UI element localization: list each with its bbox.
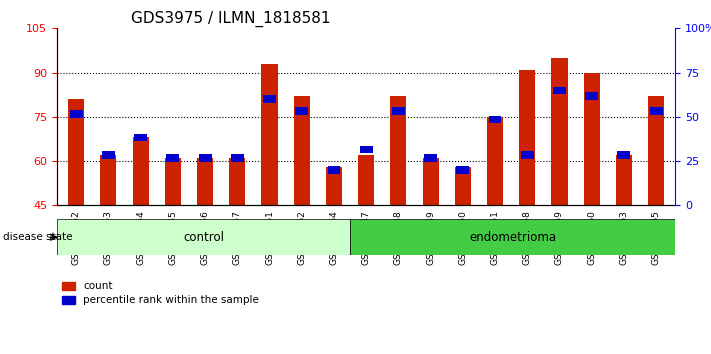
- Bar: [263, 96, 276, 103]
- Text: endometrioma: endometrioma: [469, 231, 556, 244]
- Bar: [231, 154, 244, 162]
- Bar: [455, 167, 471, 205]
- Bar: [422, 158, 439, 205]
- Bar: [262, 64, 277, 205]
- Bar: [424, 154, 437, 162]
- Bar: [553, 87, 566, 94]
- Bar: [487, 117, 503, 205]
- Bar: [294, 96, 310, 205]
- Bar: [552, 58, 567, 205]
- Bar: [519, 70, 535, 205]
- Bar: [390, 96, 407, 205]
- Bar: [648, 96, 664, 205]
- Bar: [134, 134, 147, 141]
- Bar: [295, 107, 308, 115]
- Bar: [166, 154, 179, 162]
- Bar: [57, 219, 350, 255]
- Bar: [197, 158, 213, 205]
- Bar: [132, 137, 149, 205]
- Bar: [392, 107, 405, 115]
- Bar: [456, 166, 469, 173]
- Bar: [326, 167, 342, 205]
- Bar: [102, 152, 115, 159]
- Bar: [488, 116, 501, 124]
- Bar: [520, 152, 534, 159]
- Bar: [100, 155, 117, 205]
- Bar: [358, 155, 374, 205]
- Text: disease state: disease state: [4, 232, 73, 242]
- Bar: [198, 154, 212, 162]
- Bar: [360, 145, 373, 153]
- Bar: [165, 158, 181, 205]
- Bar: [70, 110, 82, 118]
- Bar: [229, 158, 245, 205]
- Bar: [68, 99, 85, 205]
- Text: GDS3975 / ILMN_1818581: GDS3975 / ILMN_1818581: [131, 11, 331, 27]
- Bar: [585, 92, 598, 100]
- Bar: [650, 107, 663, 115]
- Bar: [616, 155, 632, 205]
- Bar: [584, 73, 600, 205]
- Bar: [350, 219, 675, 255]
- Bar: [328, 166, 341, 173]
- Text: control: control: [183, 231, 224, 244]
- Bar: [617, 152, 631, 159]
- Legend: count, percentile rank within the sample: count, percentile rank within the sample: [62, 281, 259, 306]
